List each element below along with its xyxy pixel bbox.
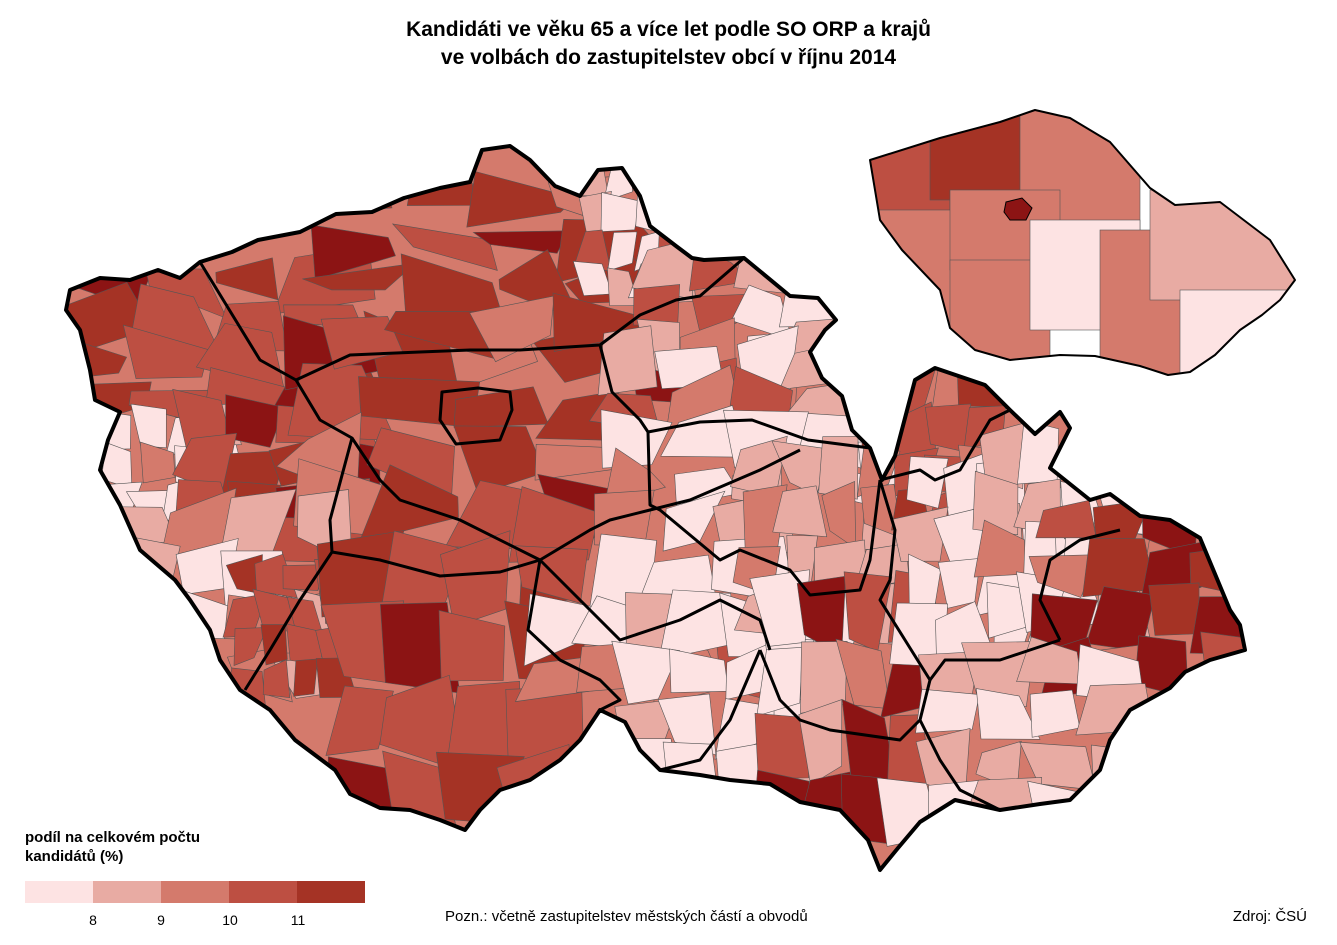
- orp-region: [853, 367, 898, 412]
- orp-region: [215, 257, 279, 301]
- orp-region: [225, 394, 286, 448]
- legend-swatch: [93, 881, 161, 903]
- legend-swatch: [297, 881, 365, 903]
- legend-tick: 11: [290, 912, 306, 928]
- legend-title-line1: podíl na celkovém počtu: [25, 829, 201, 846]
- orp-region: [754, 713, 810, 779]
- orp-region: [391, 223, 498, 271]
- orp-region: [310, 224, 396, 280]
- orp-region: [118, 651, 186, 711]
- orp-region: [976, 688, 1041, 740]
- map-title: Kandidáti ve věku 65 a více let podle SO…: [0, 16, 1337, 72]
- orp-region: [611, 640, 681, 705]
- orp-region: [915, 688, 980, 734]
- orp-region: [1074, 782, 1145, 843]
- orp-region: [325, 685, 394, 756]
- legend-swatch: [25, 881, 93, 903]
- region-borders: [198, 256, 1121, 812]
- orp-region: [438, 610, 506, 682]
- orp-region: [798, 699, 843, 786]
- orp-region: [607, 231, 638, 272]
- orp-region: [115, 602, 183, 651]
- footnote: Pozn.: včetně zastupitelstev městských č…: [445, 908, 808, 925]
- legend-tick: 10: [222, 912, 238, 928]
- legend-color-scale: [25, 881, 365, 903]
- orp-region: [662, 195, 697, 235]
- orp-region: [472, 230, 569, 254]
- orp-region: [891, 506, 949, 562]
- orp-region: [1028, 554, 1099, 598]
- orp-region: [772, 485, 828, 538]
- orp-region: [979, 422, 1026, 490]
- orp-region: [233, 627, 268, 667]
- map-title-line2: ve volbách do zastupitelstev obcí v říjn…: [440, 46, 897, 69]
- orp-region: [972, 470, 1019, 536]
- legend-title-line2: kandidátů (%): [25, 848, 124, 865]
- orp-region: [756, 647, 803, 717]
- orp-region: [715, 742, 764, 812]
- map-title-line1: Kandidáti ve věku 65 a více let podle SO…: [406, 18, 931, 41]
- orp-region: [469, 295, 555, 363]
- orp-region: [1096, 427, 1150, 485]
- orp-region: [302, 262, 417, 291]
- orp-region: [508, 486, 600, 563]
- orp-region: [262, 659, 291, 698]
- legend-title: podíl na celkovém počtu kandidátů (%): [25, 828, 200, 866]
- orp-region: [794, 240, 852, 294]
- legend-tick: 8: [89, 912, 97, 928]
- orp-region: [282, 564, 326, 591]
- inset-prague: [1003, 197, 1033, 221]
- orp-region: [861, 409, 901, 448]
- orp-region: [818, 435, 859, 500]
- source-credit: Zdroj: ČSÚ: [1232, 908, 1307, 925]
- legend-tick: 9: [157, 912, 165, 928]
- orp-region: [600, 192, 641, 232]
- orp-region: [1148, 582, 1200, 636]
- orp-region: [130, 403, 167, 449]
- inset-region: [870, 209, 961, 375]
- orp-region: [140, 441, 176, 484]
- orp-region: [440, 530, 511, 628]
- orp-region: [127, 536, 181, 599]
- orp-region: [293, 658, 318, 697]
- orp-region: [597, 325, 658, 396]
- orp-region: [122, 324, 210, 379]
- orp-region: [657, 152, 697, 195]
- orp-region: [466, 171, 577, 228]
- inset-region: [929, 110, 1031, 201]
- legend-swatch: [229, 881, 297, 903]
- legend-swatch: [161, 881, 229, 903]
- inset-region-map: [869, 109, 1296, 376]
